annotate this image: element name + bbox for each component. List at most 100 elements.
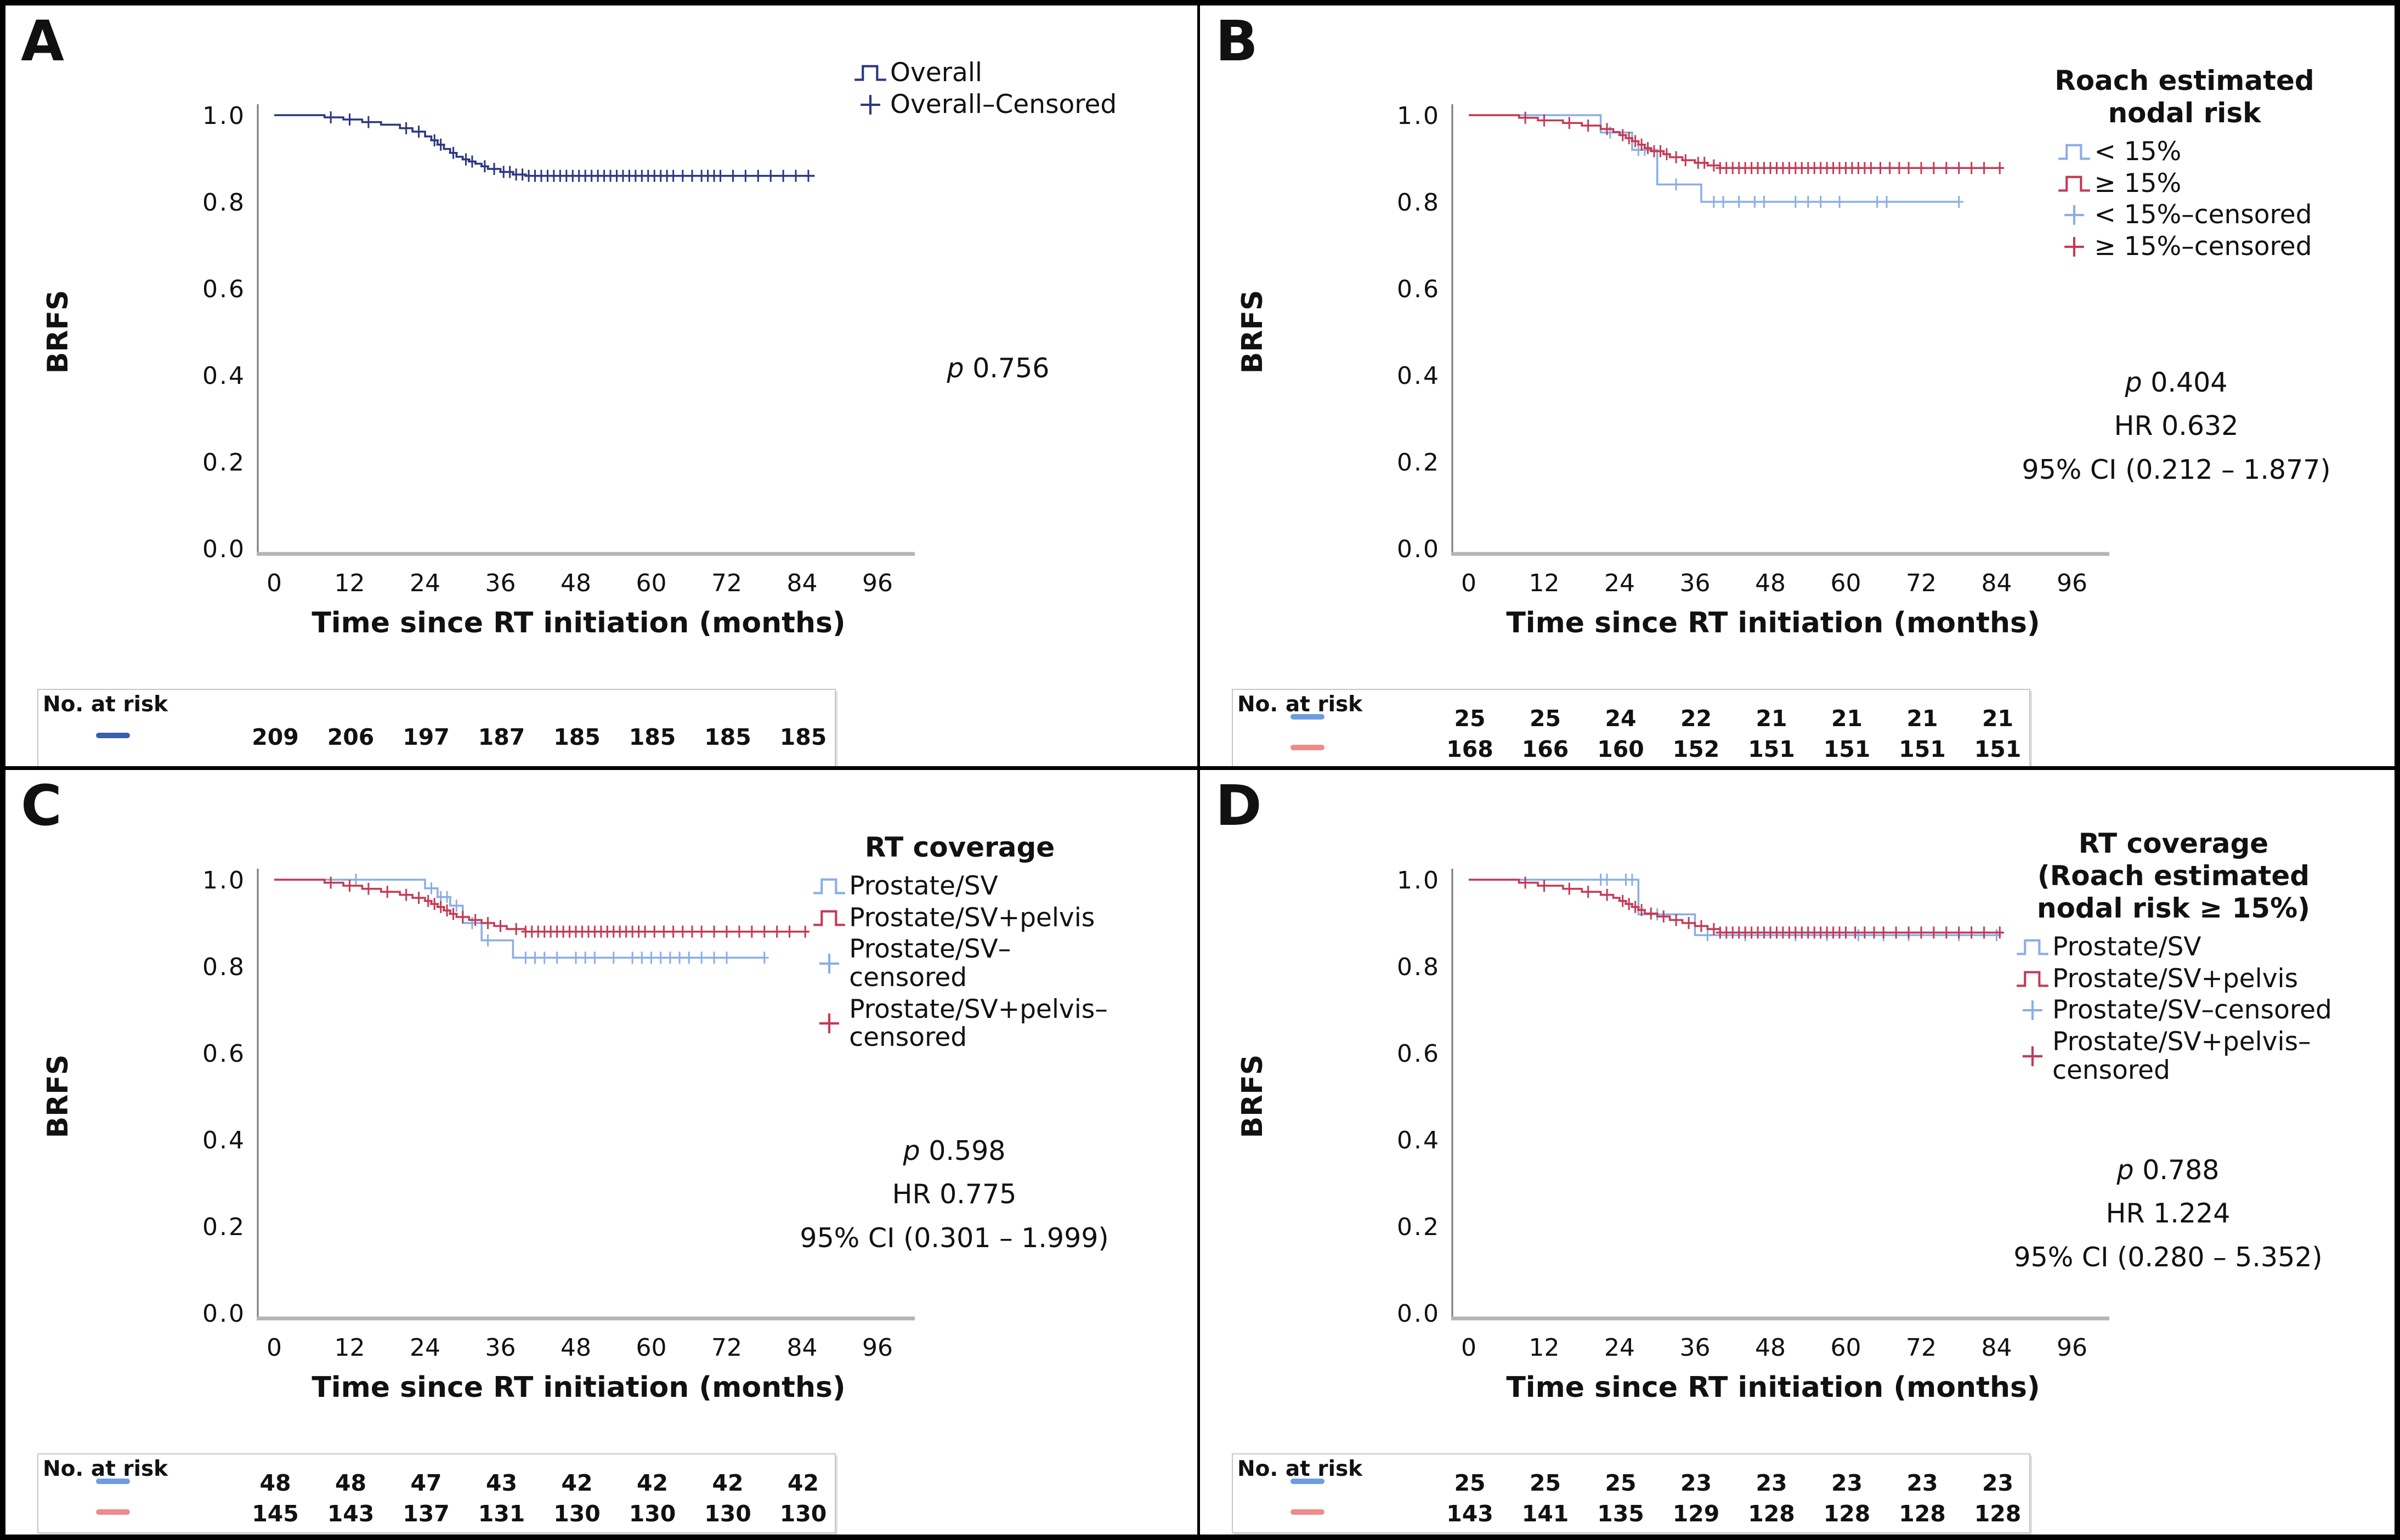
risk-table: No. at risk 25 25 24 22 21 21 21 21 168 166 160 152…: [1232, 689, 2030, 766]
risk-count: 48: [259, 1470, 291, 1496]
risk-count: 160: [1597, 736, 1644, 762]
risk-count: 137: [403, 1501, 450, 1527]
legend-item: Prostate/SV+pelvis: [2015, 964, 2298, 993]
risk-count: 141: [1521, 1501, 1569, 1527]
svg-text:0.4: 0.4: [1397, 362, 1440, 390]
legend-title: RT coverage (Roach estimated nodal risk …: [2036, 828, 2311, 924]
risk-count: 151: [1823, 736, 1871, 762]
risk-row-marker: [1290, 714, 1324, 720]
legend-item-label: < 15%: [2094, 137, 2182, 167]
risk-count: 129: [1672, 1501, 1720, 1527]
risk-row: 48 48 47 43 42 42 42 42: [38, 1470, 835, 1496]
svg-text:24: 24: [1604, 1334, 1635, 1362]
svg-text:60: 60: [636, 1334, 666, 1362]
svg-text:0.8: 0.8: [1397, 189, 1440, 217]
censor-plus-icon: [2064, 205, 2085, 225]
svg-text:0.6: 0.6: [1397, 1040, 1440, 1068]
legend-item: < 15%–censored: [2057, 201, 2312, 229]
risk-count: 128: [1899, 1501, 1946, 1527]
risk-count: 166: [1521, 736, 1569, 762]
legend-item-label: Overall: [890, 58, 982, 88]
svg-text:0.6: 0.6: [1397, 275, 1440, 303]
step-line-icon: [2058, 144, 2091, 160]
risk-row: 25 25 25 23 23 23 23 23: [1233, 1470, 2029, 1496]
svg-text:96: 96: [862, 569, 893, 597]
panel-a: A 1.0 0.8 0.6 0.4 0.2 0.0 0 12 24 36 48 60 72 84 96 BR…: [5, 5, 1200, 770]
risk-count: 185: [779, 724, 827, 750]
y-axis-title: BRFS: [1236, 290, 1269, 374]
x-axis-title: Time since RT initiation (months): [312, 607, 846, 639]
risk-row-marker: [96, 1509, 130, 1515]
svg-text:1.0: 1.0: [202, 102, 246, 130]
km-plot: 1.0 0.8 0.6 0.4 0.2 0.0 0 12 24 36 48 60 72 84 96: [202, 102, 915, 597]
stats-block: p 0.404 HR 0.632 95% CI (0.212 – 1.877): [1962, 361, 2390, 491]
legend-item-label: ≥ 15%–censored: [2094, 231, 2312, 262]
risk-count: 25: [1454, 705, 1486, 732]
risk-count: 128: [1748, 1501, 1795, 1527]
svg-text:1.0: 1.0: [202, 867, 246, 894]
svg-text:24: 24: [1604, 569, 1635, 597]
risk-table-label: No. at risk: [43, 1457, 168, 1481]
step-line-icon: [2017, 971, 2048, 987]
risk-count: 187: [478, 724, 525, 750]
step-line-icon: [854, 65, 886, 81]
censor-plus-icon: [819, 953, 840, 974]
risk-count: 135: [1597, 1501, 1644, 1527]
legend-item-label: Prostate/SV+pelvis– censored: [849, 994, 1108, 1053]
risk-count: 151: [1974, 736, 2022, 762]
svg-text:0.2: 0.2: [1397, 449, 1440, 477]
svg-text:36: 36: [1679, 1334, 1710, 1362]
legend: Overall Overall–Censored: [853, 50, 1117, 120]
p-value: p 0.756: [947, 353, 1050, 384]
legend-item: ≥ 15%–censored: [2057, 233, 2312, 261]
risk-count: 21: [1982, 705, 2014, 732]
km-plot: 1.0 0.8 0.6 0.4 0.2 0.0 0 12 24 36 48 60 72 84 96: [1397, 102, 2109, 597]
svg-text:0.0: 0.0: [202, 535, 246, 563]
risk-count: 145: [252, 1501, 299, 1527]
svg-text:48: 48: [1755, 569, 1786, 597]
risk-row-marker: [96, 733, 130, 738]
svg-text:12: 12: [1529, 569, 1559, 597]
y-axis-title: BRFS: [42, 290, 75, 374]
risk-count: 23: [1982, 1470, 2014, 1496]
svg-text:0.0: 0.0: [202, 1300, 246, 1328]
legend-title: RT coverage: [864, 831, 1055, 863]
risk-count: 143: [327, 1501, 375, 1527]
legend-item: Prostate/SV+pelvis: [812, 903, 1095, 932]
svg-text:84: 84: [786, 569, 817, 597]
step-line-icon: [813, 878, 846, 894]
risk-count: 185: [629, 724, 676, 750]
legend-item: Overall: [853, 59, 982, 87]
legend-item: Prostate/SV+pelvis– censored: [812, 995, 1108, 1052]
risk-count: 130: [779, 1501, 827, 1527]
legend-item: Overall–Censored: [853, 90, 1117, 119]
svg-text:12: 12: [334, 569, 365, 597]
risk-count: 168: [1446, 736, 1493, 762]
panel-c: C 1.0 0.8 0.6 0.4 0.2 0.0 0 12 24 36 48 60 72 84 96 BR…: [5, 770, 1200, 1535]
svg-text:60: 60: [1830, 569, 1861, 597]
legend-item-label: Prostate/SV+pelvis– censored: [2052, 1027, 2311, 1085]
svg-text:84: 84: [786, 1334, 817, 1362]
risk-count: 23: [1831, 1470, 1863, 1496]
svg-text:60: 60: [636, 569, 666, 597]
risk-row: 168 166 160 152 151 151 151 151: [1233, 736, 2029, 762]
panel-letter: D: [1215, 773, 1263, 839]
legend-item-label: Prostate/SV: [2052, 932, 2201, 962]
risk-count: 42: [636, 1470, 669, 1496]
legend-item: ≥ 15%: [2057, 169, 2181, 198]
hr-value: HR 0.632: [2114, 410, 2239, 442]
risk-row-marker: [1290, 745, 1324, 750]
svg-text:24: 24: [410, 1334, 440, 1362]
y-axis-title: BRFS: [42, 1054, 75, 1139]
legend-item: Prostate/SV+pelvis– censored: [2015, 1028, 2311, 1084]
step-line-icon: [2017, 939, 2048, 955]
svg-text:24: 24: [410, 569, 440, 597]
censor-plus-icon: [819, 1014, 840, 1034]
x-axis-title: Time since RT initiation (months): [312, 1371, 846, 1404]
risk-count: 185: [553, 724, 601, 750]
legend-item-label: < 15%–censored: [2094, 200, 2312, 230]
censor-plus-icon: [2023, 1046, 2043, 1066]
risk-table: No. at risk 209 206 197 187 185 185 185 185: [37, 689, 836, 766]
svg-text:0.2: 0.2: [1397, 1213, 1440, 1241]
